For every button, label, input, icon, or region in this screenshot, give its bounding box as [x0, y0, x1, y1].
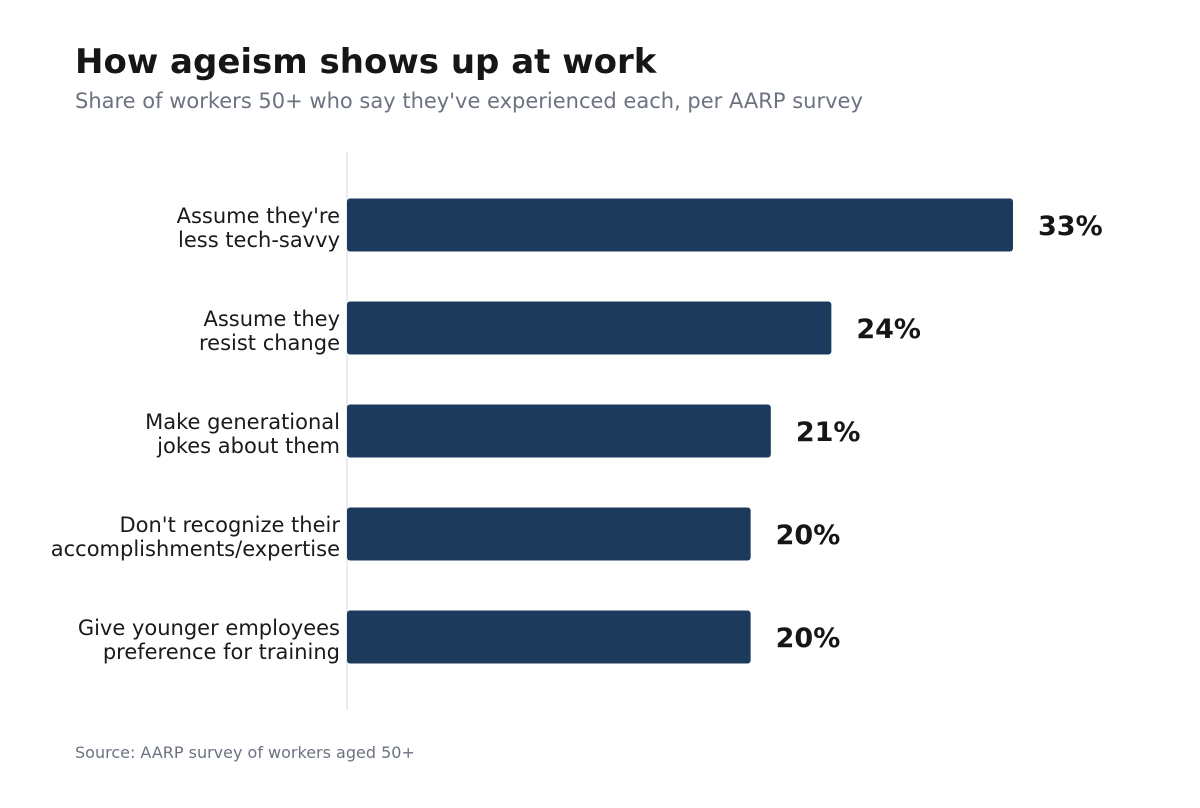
category-label: Assume they're less tech-savvy	[177, 204, 340, 252]
value-label: 20%	[776, 623, 841, 654]
bar	[347, 404, 771, 458]
value-label: 33%	[1038, 211, 1103, 242]
category-label: Make generational jokes about them	[145, 410, 340, 458]
bar	[347, 198, 1013, 252]
chart-title: How ageism shows up at work	[75, 42, 657, 82]
category-label: Give younger employees preference for tra…	[78, 616, 340, 664]
chart-subtitle: Share of workers 50+ who say they've exp…	[75, 89, 863, 113]
bar	[347, 507, 751, 561]
bar	[347, 301, 832, 355]
source-note: Source: AARP survey of workers aged 50+	[75, 743, 415, 762]
bar	[347, 610, 751, 664]
value-label: 24%	[856, 314, 921, 345]
bars-group: 33% Assume they're less tech-savvy 24% Assum…	[51, 198, 1103, 664]
value-label: 21%	[796, 417, 861, 448]
category-label: Don't recognize their accomplishments/exp…	[51, 513, 341, 561]
value-label: 20%	[776, 520, 841, 551]
category-label: Assume they resist change	[199, 307, 340, 355]
